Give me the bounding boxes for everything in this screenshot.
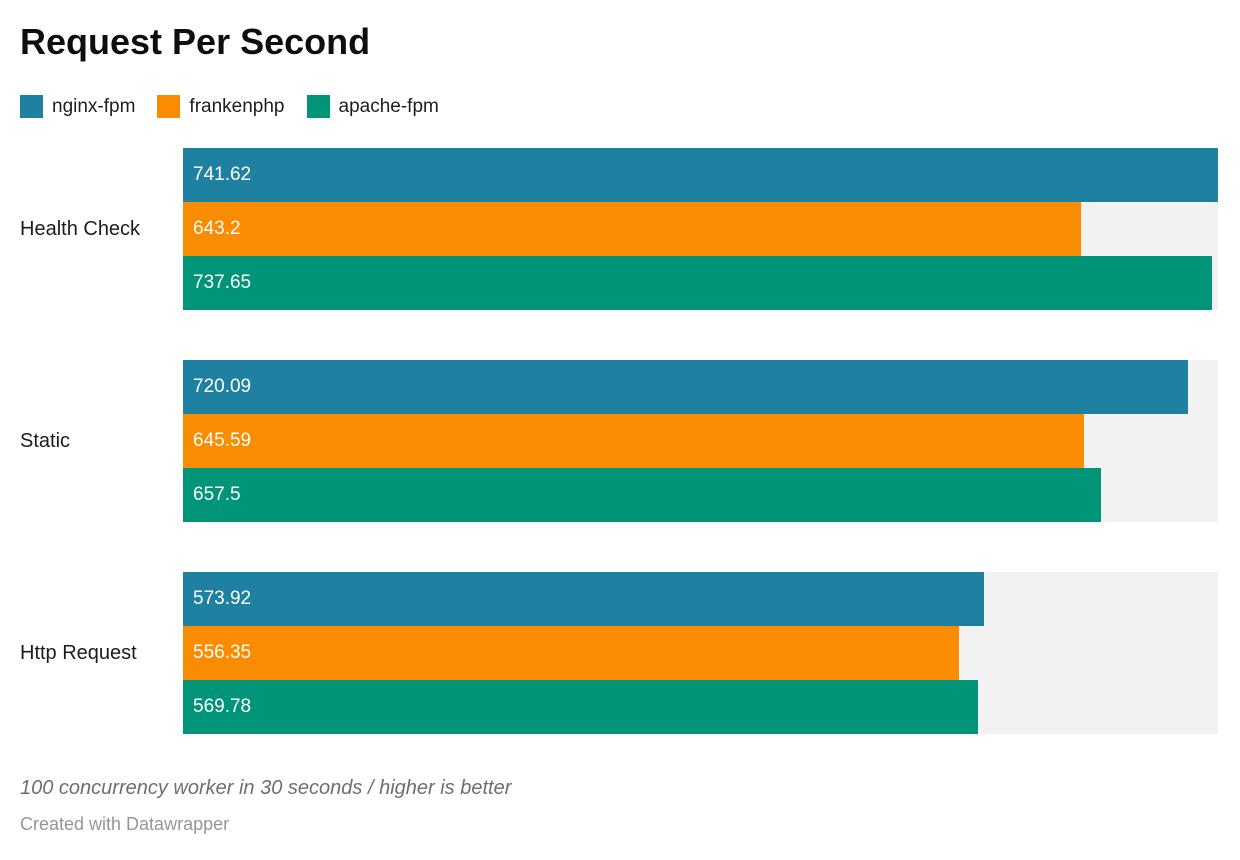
bar-track: 720.09 645.59 657.5: [183, 360, 1218, 522]
legend-item-frankenphp[interactable]: frankenphp: [157, 94, 285, 118]
bar-track: 741.62 643.2 737.65: [183, 148, 1218, 310]
bar-nginx-fpm[interactable]: 741.62: [183, 148, 1218, 202]
bar-frankenphp[interactable]: 643.2: [183, 202, 1081, 256]
chart-group: Static 720.09 645.59 657.5: [20, 360, 1218, 522]
bar-track: 573.92 556.35 569.78: [183, 572, 1218, 734]
chart-note: 100 concurrency worker in 30 seconds / h…: [20, 777, 512, 799]
bar-value-label: 657.5: [193, 484, 241, 505]
bar-value-label: 556.35: [193, 642, 252, 663]
legend-swatch: [157, 94, 181, 118]
bar-value-label: 741.62: [193, 164, 252, 185]
chart: Health Check 741.62 643.2 737.65 Static 720.0…: [20, 148, 1218, 734]
chart-group: Health Check 741.62 643.2 737.65: [20, 148, 1218, 310]
bar-value-label: 643.2: [193, 218, 241, 239]
category-label: Http Request: [20, 641, 137, 664]
datawrapper-attribution[interactable]: Created with Datawrapper: [20, 814, 230, 834]
bar-nginx-fpm[interactable]: 573.92: [183, 572, 984, 626]
legend-item-apache-fpm[interactable]: apache-fpm: [306, 94, 439, 118]
legend-label: apache-fpm: [338, 95, 439, 117]
legend-label: nginx-fpm: [52, 95, 136, 117]
legend-swatch: [306, 94, 330, 118]
bar-value-label: 737.65: [193, 272, 252, 293]
legend-swatch: [20, 94, 43, 118]
bar-frankenphp[interactable]: 645.59: [183, 414, 1084, 468]
legend: nginx-fpm frankenphp apache-fpm: [20, 94, 1218, 118]
bar-value-label: 720.09: [193, 376, 252, 397]
bar-frankenphp[interactable]: 556.35: [183, 626, 960, 680]
bar-value-label: 573.92: [193, 588, 252, 609]
bar-nginx-fpm[interactable]: 720.09: [183, 360, 1188, 414]
legend-item-nginx-fpm[interactable]: nginx-fpm: [20, 94, 136, 118]
bar-apache-fpm[interactable]: 737.65: [183, 256, 1213, 310]
chart-card: Request Per Second nginx-fpm frankenphp ap…: [0, 22, 1240, 860]
bar-apache-fpm[interactable]: 569.78: [183, 680, 979, 734]
bar-value-label: 645.59: [193, 430, 252, 451]
chart-title: Request Per Second: [20, 21, 371, 62]
category-label: Static: [20, 429, 71, 452]
legend-label: frankenphp: [189, 95, 285, 117]
category-label: Health Check: [20, 217, 141, 240]
bar-value-label: 569.78: [193, 696, 252, 717]
chart-group: Http Request 573.92 556.35 569.78: [20, 572, 1218, 734]
bar-apache-fpm[interactable]: 657.5: [183, 468, 1101, 522]
